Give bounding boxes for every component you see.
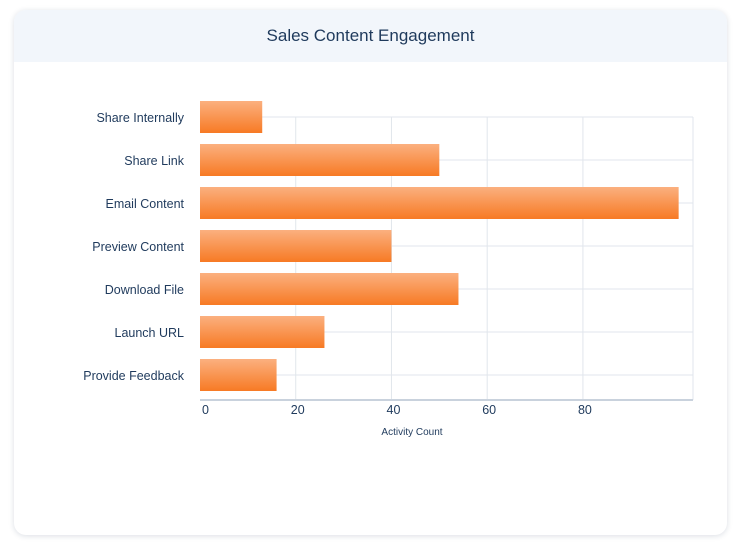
chart-card: Sales Content Engagement (14, 10, 727, 535)
x-tick-label: 80 (578, 403, 592, 417)
y-category-label: Preview Content (92, 240, 184, 254)
chart-title: Sales Content Engagement (266, 26, 475, 45)
y-category-label: Provide Feedback (83, 369, 185, 383)
bar-launch-url (200, 316, 325, 348)
chart-header: Sales Content Engagement (14, 10, 727, 62)
y-category-label: Launch URL (115, 326, 185, 340)
y-category-label: Share Link (124, 154, 185, 168)
bar-share-internally (200, 101, 263, 133)
x-tick-label: 60 (482, 403, 496, 417)
x-tick-label: 20 (291, 403, 305, 417)
y-category-label: Email Content (105, 197, 184, 211)
bar-download-file (200, 273, 459, 305)
bar-email-content (200, 187, 679, 219)
x-tick-label: 40 (387, 403, 401, 417)
y-category-label: Share Internally (96, 111, 184, 125)
y-category-label: Download File (105, 283, 184, 297)
x-axis-title: Activity Count (381, 427, 442, 438)
x-tick-label: 0 (202, 403, 209, 417)
bar-provide-feedback (200, 359, 277, 391)
bar-preview-content (200, 230, 392, 262)
bar-share-link (200, 144, 440, 176)
